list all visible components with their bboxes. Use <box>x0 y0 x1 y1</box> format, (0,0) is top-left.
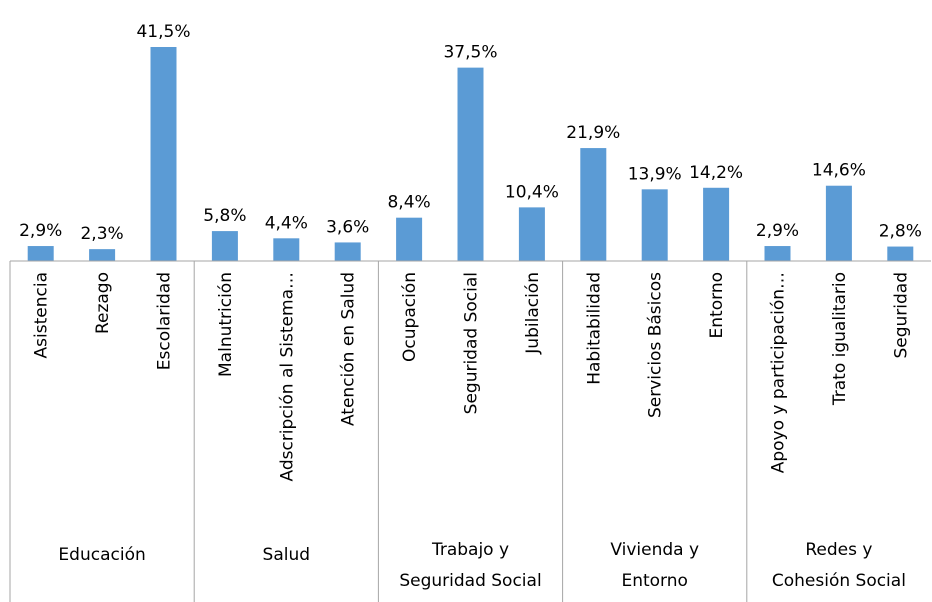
value-label: 13,9% <box>628 164 682 184</box>
category-label: Ocupación <box>400 272 420 362</box>
bar <box>764 246 791 261</box>
bar <box>27 246 54 261</box>
category-label: Entorno <box>707 272 727 338</box>
category-label: Seguridad <box>891 272 911 359</box>
group-label: Seguridad Social <box>399 571 541 591</box>
category-label: Jubilación <box>523 272 543 355</box>
category-label: Asistencia <box>32 272 52 358</box>
category-label: Malnutrición <box>216 272 236 377</box>
value-label: 5,8% <box>203 206 246 226</box>
bar <box>518 207 545 261</box>
value-label: 2,3% <box>80 224 123 244</box>
category-label: Seguridad Social <box>462 272 482 414</box>
value-label: 41,5% <box>136 22 190 42</box>
value-label: 14,2% <box>689 163 743 183</box>
bar <box>457 67 484 262</box>
category-label: Habitabilidad <box>584 272 604 385</box>
value-label: 21,9% <box>566 123 620 143</box>
value-label: 8,4% <box>387 193 430 213</box>
value-label: 37,5% <box>443 43 497 63</box>
group-label: Salud <box>263 545 311 565</box>
category-label: Adscripción al Sistema… <box>277 272 297 482</box>
group-label: Entorno <box>621 571 687 591</box>
category-label: Apoyo y participación… <box>769 272 789 473</box>
bar <box>641 189 668 261</box>
bar <box>396 217 423 261</box>
group-label: Trabajo y <box>431 540 509 560</box>
value-label: 14,6% <box>812 161 866 181</box>
value-label: 10,4% <box>505 182 559 202</box>
group-label: Vivienda y <box>610 540 699 560</box>
value-label: 2,8% <box>879 222 922 242</box>
bar <box>89 249 116 261</box>
group-label: Educación <box>58 545 145 565</box>
group-label: Cohesión Social <box>772 571 906 591</box>
bar <box>334 242 361 261</box>
category-label: Servicios Básicos <box>646 272 666 418</box>
bar <box>273 238 300 261</box>
value-label: 2,9% <box>19 221 62 241</box>
category-label: Atención en Salud <box>339 272 359 426</box>
value-label: 2,9% <box>756 221 799 241</box>
value-label: 3,6% <box>326 217 369 237</box>
group-label: Redes y <box>805 540 872 560</box>
bar <box>703 187 730 261</box>
value-label: 4,4% <box>265 213 308 233</box>
category-label: Trato igualitario <box>830 272 850 406</box>
bar <box>887 246 914 261</box>
bar <box>580 148 607 261</box>
bar <box>825 185 852 261</box>
category-label: Escolaridad <box>155 272 175 370</box>
bar <box>211 231 238 261</box>
category-label: Rezago <box>93 272 113 334</box>
bar <box>150 47 177 261</box>
